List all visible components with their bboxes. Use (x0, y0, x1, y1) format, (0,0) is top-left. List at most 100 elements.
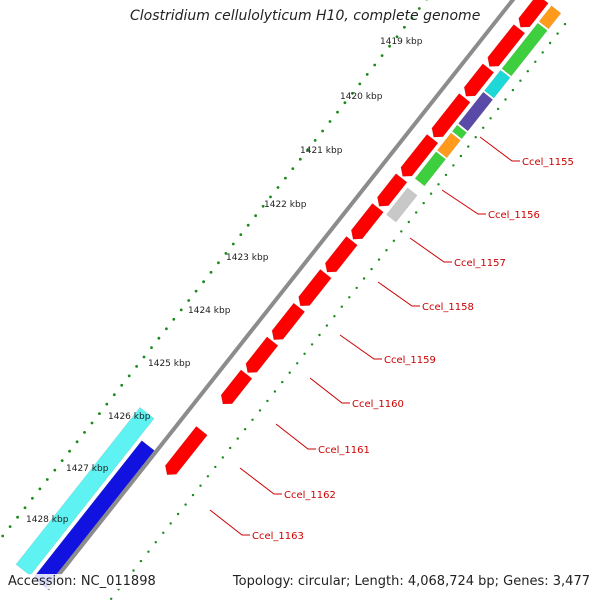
gc-dot (370, 267, 373, 271)
gc-dot (303, 352, 306, 355)
gc-dot (385, 249, 388, 252)
gc-dot (53, 468, 57, 472)
ruler-tick-label: 1420 kbp (340, 92, 383, 102)
gc-dot (154, 541, 157, 544)
gc-dot (534, 60, 537, 63)
gc-dot (194, 289, 198, 293)
gene-label: Ccel_1163 (252, 531, 304, 542)
gene-label-leader (275, 423, 316, 450)
gc-dot (90, 421, 94, 425)
gene-label-leader (441, 189, 486, 215)
gc-dot (165, 327, 168, 331)
cds-arrow (377, 173, 408, 207)
gc-dot (284, 176, 287, 180)
cds-arrow (245, 336, 279, 373)
gc-dot (291, 167, 295, 171)
gc-dot (150, 346, 153, 349)
gc-dot (519, 79, 522, 82)
gc-dot (444, 173, 448, 177)
gc-dot (98, 412, 101, 415)
cog-segment (437, 132, 461, 159)
cds-arrow (487, 24, 526, 67)
gc-skew-dots (1, 0, 567, 600)
gene-label: Ccel_1159 (384, 355, 436, 366)
gene-label-leader (377, 281, 420, 307)
gc-dot (511, 88, 515, 92)
gc-dot (169, 522, 172, 525)
gc-dot (348, 296, 351, 299)
gc-dot (452, 164, 455, 167)
gc-dot (23, 506, 27, 510)
gc-dot (288, 371, 291, 374)
gene-label: Ccel_1157 (454, 258, 506, 269)
gc-dot (556, 32, 559, 35)
gc-dot (325, 324, 329, 327)
backbone-line (45, 0, 516, 591)
gc-dot (179, 308, 183, 312)
gc-dot (45, 478, 49, 481)
backbone-line (51, 0, 522, 594)
gc-dot (269, 195, 272, 199)
gc-dot (310, 343, 314, 346)
gc-dot (417, 7, 421, 10)
cds-arrow (351, 203, 384, 240)
gc-dot (377, 258, 381, 261)
ruler-tick-label: 1426 kbp (108, 412, 151, 422)
gc-dot (351, 91, 354, 95)
gc-dot (239, 233, 243, 237)
cds-arrow (165, 426, 208, 475)
cog-segment (414, 151, 446, 187)
gc-dot (355, 286, 358, 290)
gene-label-leader (239, 467, 282, 495)
gc-dot (548, 41, 552, 45)
gene-label: Ccel_1155 (522, 157, 574, 168)
cog-segment (501, 22, 548, 77)
gc-dot (172, 317, 176, 321)
gc-dot (83, 431, 86, 434)
gc-dot (328, 120, 332, 123)
gc-dot (415, 211, 418, 214)
gc-dot (298, 157, 302, 161)
gc-dot (336, 110, 339, 114)
gene-label-leader (409, 237, 452, 263)
gc-dot (467, 145, 470, 148)
cds-arrow (271, 302, 306, 340)
gc-dot (429, 192, 433, 195)
cds-arrow (220, 369, 253, 405)
gc-dot (437, 183, 440, 186)
map-title: Clostridium cellulolyticum H10, complete… (130, 8, 481, 24)
gc-dot (229, 446, 232, 450)
gc-dot (187, 299, 191, 302)
cog-segment (538, 5, 562, 30)
gc-dot (373, 63, 377, 67)
cog-segment (386, 187, 418, 223)
cog-segment (451, 124, 467, 140)
gc-dot (199, 484, 202, 487)
gene-label-leader (339, 334, 382, 360)
gc-dot (343, 101, 347, 105)
gene-label: Ccel_1160 (352, 399, 404, 410)
cds-arrow (298, 269, 332, 307)
cds-arrow (431, 93, 471, 138)
gc-dot (142, 355, 146, 359)
gene-label-leader (209, 509, 250, 536)
gc-dot (541, 51, 544, 54)
cog-segment (484, 69, 511, 99)
gc-dot (504, 98, 507, 101)
gene-label-leader (309, 377, 350, 404)
gc-dot (358, 82, 362, 86)
gc-dot (110, 597, 113, 600)
gc-dot (340, 305, 343, 308)
gc-dot (147, 550, 150, 553)
gc-dot (313, 139, 317, 142)
gc-dot (120, 383, 124, 387)
gc-dot (261, 204, 265, 208)
gc-dot (474, 136, 477, 139)
gc-dot (16, 515, 19, 519)
gc-dot (266, 399, 269, 403)
gc-dot (206, 475, 210, 478)
ruler-tick-label: 1425 kbp (148, 359, 191, 369)
gc-dot (306, 148, 310, 152)
gc-dot (388, 44, 391, 48)
